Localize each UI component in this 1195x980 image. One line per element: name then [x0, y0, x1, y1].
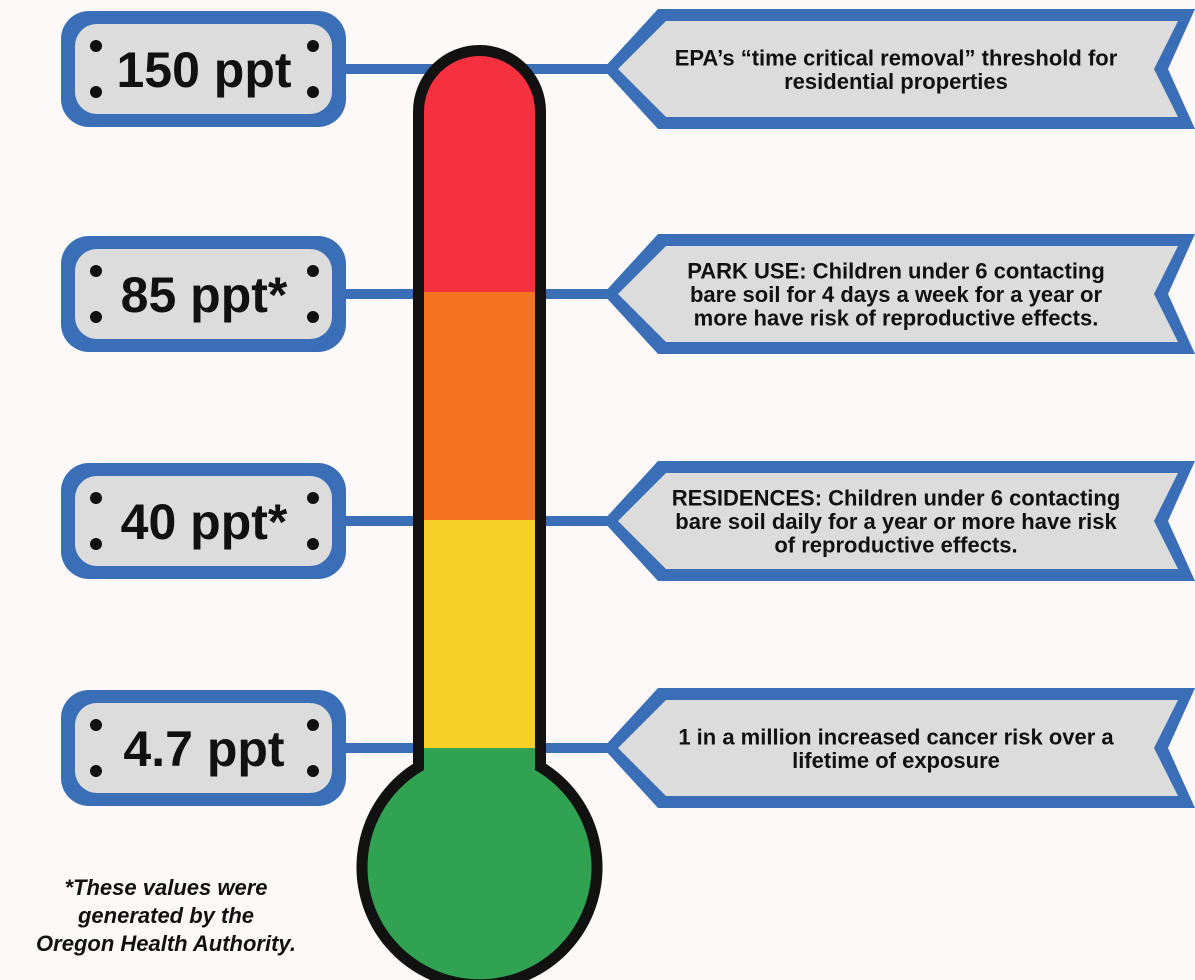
thermometer-segment-yellow: [367, 520, 592, 748]
thermometer-segment-orange: [367, 292, 592, 520]
description-line: PARK USE: Children under 6 contacting: [687, 259, 1105, 284]
decorative-dot-icon: [307, 492, 319, 504]
decorative-dot-icon: [90, 719, 102, 731]
value-badge-inner: [75, 249, 332, 339]
thermometer-segment-green: [367, 748, 592, 980]
value-badge-inner: [75, 703, 332, 793]
value-badges: 150 ppt 85 ppt* 40 ppt* 4.7 ppt: [61, 11, 346, 806]
footnote: *These values were generated by the Oregon…: [36, 875, 296, 956]
footnote-line: generated by the: [77, 903, 254, 928]
description-line: of reproductive effects.: [774, 533, 1017, 558]
description-line: bare soil for 4 days a week for a year o…: [690, 282, 1103, 307]
decorative-dot-icon: [90, 311, 102, 323]
footnote-line: *These values were: [64, 875, 267, 900]
description-line: more have risk of reproductive effects.: [694, 306, 1099, 331]
description-banner: RESIDENCES: Children under 6 contactingb…: [603, 461, 1195, 581]
description-banner-inner: [618, 700, 1178, 796]
decorative-dot-icon: [307, 265, 319, 277]
thermometer-segment-red: [367, 56, 592, 292]
value-badge-inner: [75, 24, 332, 114]
decorative-dot-icon: [90, 40, 102, 52]
thermometer: [356, 45, 603, 980]
value-badge: 4.7 ppt: [61, 690, 346, 806]
decorative-dot-icon: [90, 492, 102, 504]
decorative-dot-icon: [307, 86, 319, 98]
decorative-dot-icon: [90, 265, 102, 277]
description-banner-inner: [618, 473, 1178, 569]
description-line: EPA’s “time critical removal” threshold …: [675, 45, 1118, 70]
value-badge: 85 ppt*: [61, 236, 346, 352]
threshold-value: 85 ppt*: [121, 267, 288, 323]
threshold-value: 4.7 ppt: [123, 721, 284, 777]
description-line: 1 in a million increased cancer risk ove…: [678, 724, 1114, 749]
description-banners: EPA’s “time critical removal” threshold …: [603, 9, 1195, 808]
description-line: residential properties: [784, 69, 1008, 94]
decorative-dot-icon: [307, 719, 319, 731]
description-line: bare soil daily for a year or more have …: [675, 509, 1117, 534]
value-badge: 40 ppt*: [61, 463, 346, 579]
decorative-dot-icon: [307, 40, 319, 52]
decorative-dot-icon: [90, 86, 102, 98]
description-banner: EPA’s “time critical removal” threshold …: [603, 9, 1195, 129]
decorative-dot-icon: [90, 765, 102, 777]
threshold-value: 150 ppt: [116, 42, 291, 98]
description-line: lifetime of exposure: [792, 748, 1000, 773]
value-badge: 150 ppt: [61, 11, 346, 127]
value-badge-inner: [75, 476, 332, 566]
description-line: RESIDENCES: Children under 6 contacting: [672, 486, 1121, 511]
decorative-dot-icon: [307, 311, 319, 323]
description-banner: PARK USE: Children under 6 contactingbar…: [603, 234, 1195, 354]
description-banner-inner: [618, 21, 1178, 117]
decorative-dot-icon: [307, 765, 319, 777]
decorative-dot-icon: [307, 538, 319, 550]
decorative-dot-icon: [90, 538, 102, 550]
threshold-value: 40 ppt*: [121, 494, 288, 550]
description-banner: 1 in a million increased cancer risk ove…: [603, 688, 1195, 808]
footnote-line: Oregon Health Authority.: [36, 931, 296, 956]
description-banner-inner: [618, 246, 1178, 342]
